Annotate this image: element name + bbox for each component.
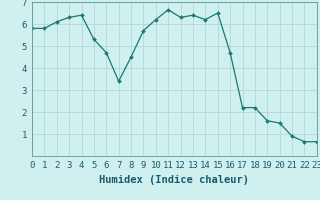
X-axis label: Humidex (Indice chaleur): Humidex (Indice chaleur) xyxy=(100,175,249,185)
